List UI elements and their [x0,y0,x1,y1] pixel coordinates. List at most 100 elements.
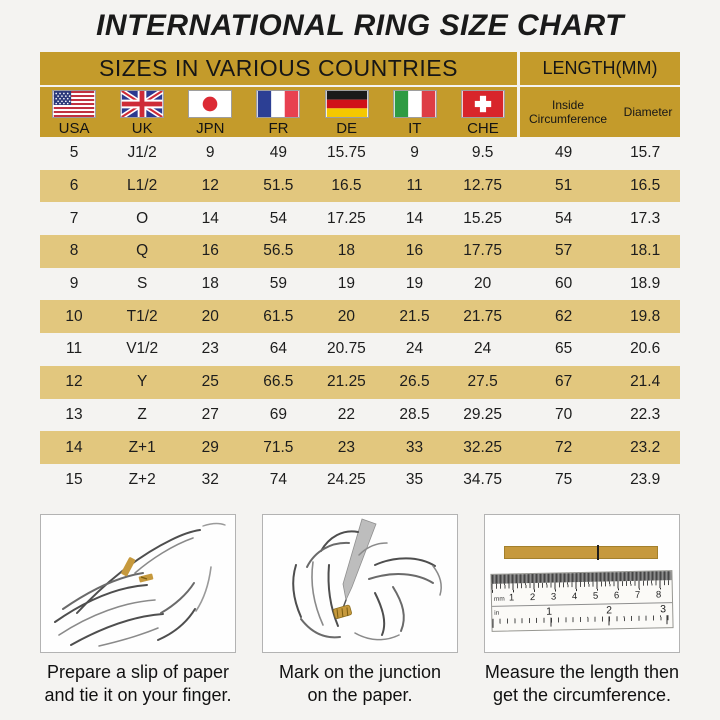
table-cell: 66.5 [263,373,294,391]
diameter-header: Diameter [623,105,673,119]
table-cell: V1/2 [126,340,159,358]
table-cell: 5 [69,144,79,162]
table-cell: 16 [405,242,424,260]
country-label: DE [336,119,358,137]
table-cell: 15 [65,471,83,489]
france-flag-icon [256,89,301,118]
table-cell: 18 [201,275,219,293]
caption-line: Prepare a slip of paper [46,662,230,682]
paper-strip-mark [597,545,599,560]
table-cell: 8 [69,242,79,260]
header-sizes-in-various-countries: SIZES IN VARIOUS COUNTRIES [40,52,517,85]
hand-with-paper-slip-icon [54,522,226,647]
table-flag-band: USA UK [40,87,680,137]
table-cell: 34.75 [463,471,502,489]
length-columns: Inside Circumference Diameter [520,87,680,137]
table-cell: 59 [269,275,287,293]
table-cell: 23.2 [630,438,661,456]
ruler-inch-number: 2 [606,604,613,617]
ruler-cm-number: 1 [508,592,515,604]
country-column-usa: USA [40,88,108,137]
table-cell: 61.5 [263,307,294,325]
step-3-caption: Measure the length then get the circumfe… [484,661,680,708]
ruler-cm-number: 5 [592,590,599,602]
table-cell: 24.25 [327,471,366,489]
hand-with-paper-slip-illustration [40,514,236,653]
step-1-caption: Prepare a slip of paper and tie it on yo… [40,661,236,708]
ruler-inch-number: 3 [660,603,667,616]
table-cell: 49 [555,144,573,162]
table-cell: 9 [410,144,419,162]
ruler-cm-number: 2 [529,591,536,604]
table-cell: 49 [269,144,287,162]
table-cell: 25 [201,373,219,391]
country-column-fr: FR [244,88,312,137]
table-row: 5 J1/2 9 49 15.75 9 9.5 49 15.7 [40,137,680,170]
table-cell: 24 [405,340,424,358]
table-cell: 13 [65,405,83,423]
table-cell: 27.5 [467,373,498,391]
table-cell: 14 [65,438,83,456]
ruler-cm-number: 4 [571,591,578,603]
inside-circumference-header: Inside Circumference [528,97,608,126]
table-cell: 18.9 [630,275,661,293]
table-cell: 21.25 [327,373,366,391]
table-row: 8 Q 16 56.5 18 16 17.75 57 18.1 [40,235,680,268]
table-row: 12 Y 25 66.5 21.25 26.5 27.5 67 21.4 [40,365,680,399]
table-cell: 9.5 [471,144,494,162]
table-cell: Z+2 [128,471,156,489]
table-cell: 51 [555,177,573,195]
table-cell: 23 [201,340,219,358]
table-cell: 60 [555,275,573,293]
caption-line: on the paper. [307,685,413,706]
table-cell: 20 [473,275,492,293]
table-cell: 35 [405,471,424,489]
caption-line: Measure the length then [484,662,680,682]
table-cell: 23.9 [630,471,661,489]
page-title: INTERNATIONAL RING SIZE CHART [96,9,624,42]
table-cell: 17.3 [630,209,661,227]
table-cell: 21.75 [463,307,502,325]
caption-line: and tie it on your finger. [44,685,232,706]
ring-size-table: SIZES IN VARIOUS COUNTRIES LENGTH(MM) [40,52,680,497]
ruler-cm-number: 3 [550,591,557,603]
country-column-de: DE [313,88,381,137]
table-row: 14 Z+1 29 71.5 23 33 32.25 72 23.2 [40,431,680,464]
table-cell: 26.5 [399,373,430,391]
ruler-cm-number: 7 [634,589,641,601]
table-cell: 11 [406,177,423,195]
table-cell: 12 [201,177,219,195]
table-cell: 15.75 [327,144,366,162]
table-row: 13 Z 27 69 22 28.5 29.25 70 22.3 [40,399,680,432]
switzerland-flag-icon [460,89,505,118]
ruler-in-unit: in [494,609,500,617]
table-cell: 22.3 [630,405,661,423]
table-cell: 17.25 [327,209,366,227]
paper-strip [504,546,658,559]
caption-line: Mark on the junction [278,662,442,682]
table-cell: 32 [201,471,219,489]
measuring-steps: Prepare a slip of paper and tie it on yo… [40,514,680,708]
country-column-uk: UK [108,88,176,137]
step-2-caption: Mark on the junction on the paper. [262,661,458,708]
table-row: 7 O 14 54 17.25 14 15.25 54 17.3 [40,202,680,235]
table-cell: 57 [555,242,573,260]
pen-marking-junction-illustration [262,514,458,653]
usa-flag-icon [52,89,97,118]
table-cell: 29 [201,438,219,456]
table-cell: 23 [337,438,356,456]
size-table-rows: 5 J1/2 9 49 15.75 9 9.5 49 15.7 6 L1/2 12 51.5 16.5 11… [40,137,680,497]
ruler-inch-number: 1 [546,605,553,618]
table-cell: S [136,275,148,293]
header-length-mm: LENGTH(MM) [520,52,680,85]
country-label: UK [131,119,153,137]
table-cell: 32.25 [463,438,502,456]
table-cell: Y [136,373,148,391]
table-cell: 72 [555,438,573,456]
ruler-mm-unit: mm [493,595,505,603]
table-cell: Q [136,242,149,260]
table-cell: 17.75 [463,242,502,260]
table-cell: 9 [69,275,79,293]
table-cell: 7 [69,209,79,227]
